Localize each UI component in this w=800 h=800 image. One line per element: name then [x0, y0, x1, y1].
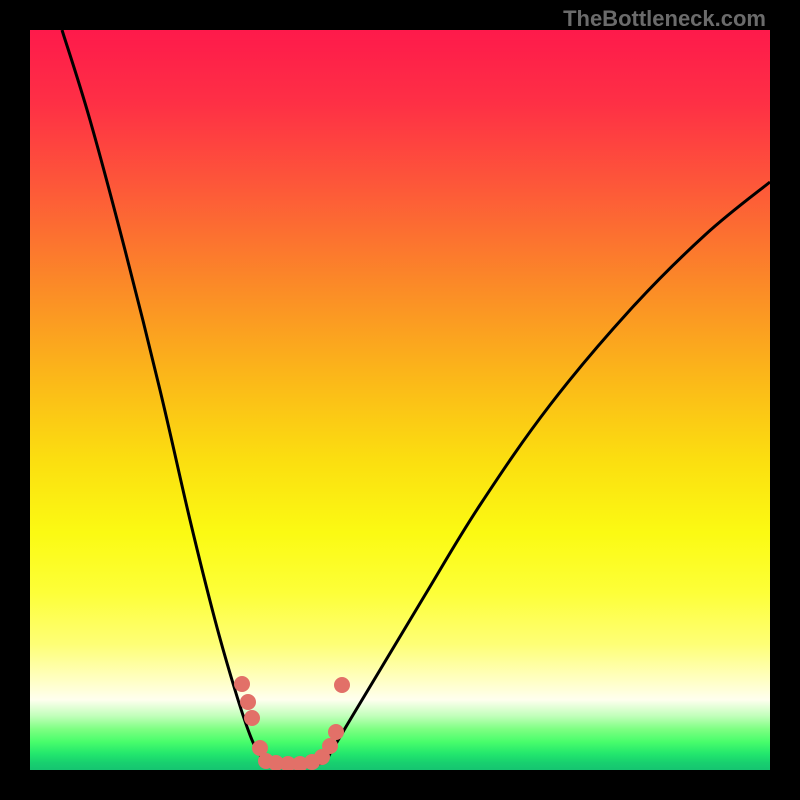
data-dot: [334, 677, 350, 693]
data-dots: [234, 676, 350, 770]
plot-area: [30, 30, 770, 770]
data-dot: [328, 724, 344, 740]
curve-layer: [30, 30, 770, 770]
data-dot: [234, 676, 250, 692]
chart-frame: TheBottleneck.com: [0, 0, 800, 800]
watermark-text: TheBottleneck.com: [563, 6, 766, 32]
data-dot: [240, 694, 256, 710]
data-dot: [244, 710, 260, 726]
data-dot: [322, 738, 338, 754]
bottleneck-curve: [62, 30, 770, 764]
